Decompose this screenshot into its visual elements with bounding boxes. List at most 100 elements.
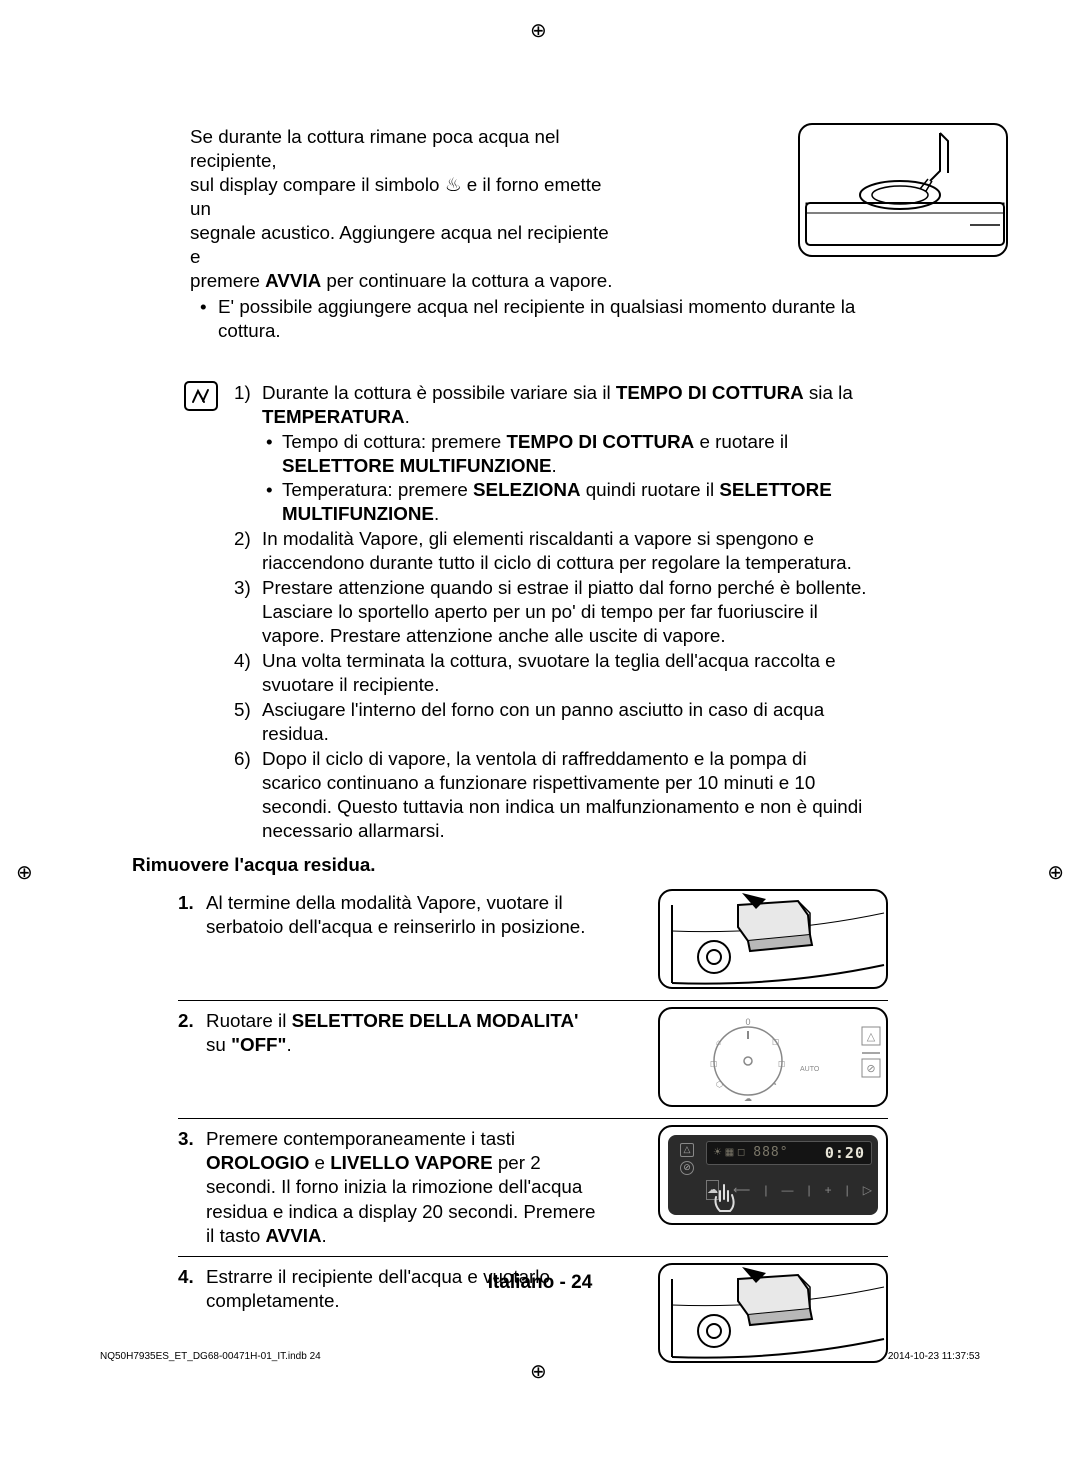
note-item: 1) Durante la cottura è possibile variar… bbox=[234, 381, 870, 525]
panel-button: △ bbox=[680, 1143, 694, 1157]
svg-text:⬡: ⬡ bbox=[716, 1080, 723, 1089]
svg-text:⌂: ⌂ bbox=[716, 1038, 721, 1047]
bold-text: TEMPO DI COTTURA bbox=[506, 431, 694, 452]
note-list: 1) Durante la cottura è possibile variar… bbox=[234, 381, 870, 843]
text: In modalità Vapore, gli elementi riscald… bbox=[262, 528, 852, 573]
text: . bbox=[286, 1034, 291, 1055]
crop-mark bbox=[90, 70, 91, 100]
text: Una volta terminata la cottura, svuotare… bbox=[262, 650, 836, 695]
text: E' possibile aggiungere acqua nel recipi… bbox=[218, 296, 855, 341]
note-item: 6)Dopo il ciclo di vapore, la ventola di… bbox=[234, 747, 870, 843]
bold-text: "OFF" bbox=[231, 1034, 286, 1055]
panel-button: ⊘ bbox=[680, 1161, 694, 1175]
text: premere bbox=[190, 270, 265, 291]
text: Al termine della modalità Vapore, vuotar… bbox=[206, 892, 585, 937]
sub-list: Tempo di cottura: premere TEMPO DI COTTU… bbox=[262, 430, 870, 526]
text: . bbox=[552, 455, 557, 476]
note-item: 5)Asciugare l'interno del forno con un p… bbox=[234, 698, 870, 746]
meta-right: 2014-10-23 11:37:53 bbox=[888, 1351, 980, 1362]
bold-text: TEMPO DI COTTURA bbox=[616, 382, 804, 403]
display-time: 0:20 bbox=[825, 1144, 865, 1163]
note-item: 2) In modalità Vapore, gli elementi risca… bbox=[234, 527, 870, 575]
section-title: Rimuovere l'acqua residua. bbox=[132, 853, 900, 877]
list-number: 4) bbox=[234, 649, 251, 673]
crop-mark bbox=[90, 40, 91, 70]
text: Premere contemporaneamente i tasti bbox=[206, 1128, 515, 1149]
page: ⊕ ⊕ ⊕ ⊕ Se durante la cottura rimane poc… bbox=[0, 0, 1080, 1472]
meta-left: NQ50H7935ES_ET_DG68-00471H-01_IT.indb 24 bbox=[100, 1351, 321, 1362]
text: . bbox=[322, 1225, 327, 1246]
registration-mark-top: ⊕ bbox=[530, 18, 547, 43]
hand-pointer-icon bbox=[710, 1183, 740, 1217]
step-row: 2. Ruotare il SELETTORE DELLA MODALITA' … bbox=[178, 1001, 888, 1119]
step-text: 2. Ruotare il SELETTORE DELLA MODALITA' … bbox=[178, 1009, 598, 1057]
bold-text: OROLOGIO bbox=[206, 1152, 309, 1173]
page-footer: Italiano - 24 bbox=[0, 1272, 1080, 1294]
list-number: 3) bbox=[234, 576, 251, 600]
steam-icon: ♨ bbox=[445, 174, 462, 195]
bold-text: TEMPERATURA bbox=[262, 406, 405, 427]
step-row: 3. Premere contemporaneamente i tasti OR… bbox=[178, 1119, 888, 1256]
text: su bbox=[206, 1034, 231, 1055]
list-number: 2) bbox=[234, 527, 251, 551]
text: Prestare attenzione quando si estrae il … bbox=[262, 577, 867, 646]
svg-text:◔: ◔ bbox=[772, 1080, 777, 1089]
text: segnale acustico. Aggiungere acqua nel r… bbox=[190, 222, 609, 267]
step-number: 1. bbox=[178, 891, 194, 915]
svg-text:☁: ☁ bbox=[744, 1094, 752, 1103]
note-icon bbox=[184, 381, 218, 411]
bold-text: SELEZIONA bbox=[473, 479, 580, 500]
bold-text: SELETTORE MULTIFUNZIONE bbox=[282, 455, 552, 476]
svg-text:AUTO: AUTO bbox=[800, 1066, 820, 1073]
panel-button: ▷ bbox=[863, 1183, 872, 1198]
note-item: 4) Una volta terminata la cottura, svuota… bbox=[234, 649, 870, 697]
svg-text:☐: ☐ bbox=[772, 1038, 779, 1047]
svg-text:☐: ☐ bbox=[710, 1060, 717, 1069]
svg-text:☐: ☐ bbox=[778, 1060, 785, 1069]
text: per continuare la cottura a vapore. bbox=[321, 270, 612, 291]
step-number: 2. bbox=[178, 1009, 194, 1033]
step-text: 3. Premere contemporaneamente i tasti OR… bbox=[178, 1127, 598, 1247]
text: Dopo il ciclo di vapore, la ventola di r… bbox=[262, 748, 862, 841]
display-icons: ☀ ▦ ◻ bbox=[713, 1147, 745, 1160]
bold-text: SELETTORE DELLA MODALITA' bbox=[292, 1010, 579, 1031]
panel-button: + bbox=[825, 1183, 832, 1198]
panel-divider: | bbox=[808, 1183, 811, 1198]
display-digits-dim: 888° bbox=[753, 1145, 788, 1162]
text: Se durante la cottura rimane poca acqua … bbox=[190, 126, 560, 171]
figure-dial-off: 0 ⌂ ☐ ☐ ☐ ⬡ ◔ ☁ AUTO △ ⊘ bbox=[658, 1007, 888, 1107]
bold-text: AVVIA bbox=[266, 1225, 322, 1246]
registration-mark-right: ⊕ bbox=[1047, 860, 1064, 885]
list-number: 1) bbox=[234, 381, 251, 405]
content: Se durante la cottura rimane poca acqua … bbox=[190, 125, 900, 1369]
intro-block: Se durante la cottura rimane poca acqua … bbox=[190, 125, 900, 343]
text: e ruotare il bbox=[694, 431, 788, 452]
list-number: 5) bbox=[234, 698, 251, 722]
registration-mark-left: ⊕ bbox=[16, 860, 33, 885]
text: . bbox=[405, 406, 410, 427]
bold-text: LIVELLO VAPORE bbox=[330, 1152, 492, 1173]
steps-list: 1. Al termine della modalità Vapore, vuo… bbox=[190, 883, 900, 1368]
text: . bbox=[434, 503, 439, 524]
bold-text: AVVIA bbox=[265, 270, 321, 291]
text: sul display compare il simbolo bbox=[190, 174, 445, 195]
panel-divider: | bbox=[846, 1183, 849, 1198]
intro-paragraph: Se durante la cottura rimane poca acqua … bbox=[190, 125, 620, 293]
panel-divider: | bbox=[764, 1183, 767, 1198]
text: sia la bbox=[804, 382, 853, 403]
sub-item: Temperatura: premere SELEZIONA quindi ru… bbox=[282, 478, 870, 526]
text: e bbox=[309, 1152, 330, 1173]
crop-mark bbox=[90, 100, 91, 130]
svg-text:⊘: ⊘ bbox=[866, 1063, 875, 1075]
figure-tank-remove bbox=[658, 889, 888, 989]
svg-text:△: △ bbox=[867, 1031, 876, 1043]
crop-mark bbox=[90, 130, 91, 160]
figure-water-fill bbox=[798, 123, 1008, 257]
text: Durante la cottura è possibile variare s… bbox=[262, 382, 616, 403]
step-number: 3. bbox=[178, 1127, 194, 1151]
text: Tempo di cottura: premere bbox=[282, 431, 506, 452]
text: quindi ruotare il bbox=[581, 479, 720, 500]
text: Ruotare il bbox=[206, 1010, 292, 1031]
note-item: 3) Prestare attenzione quando si estrae i… bbox=[234, 576, 870, 648]
intro-bullet: E' possibile aggiungere acqua nel recipi… bbox=[190, 295, 900, 343]
